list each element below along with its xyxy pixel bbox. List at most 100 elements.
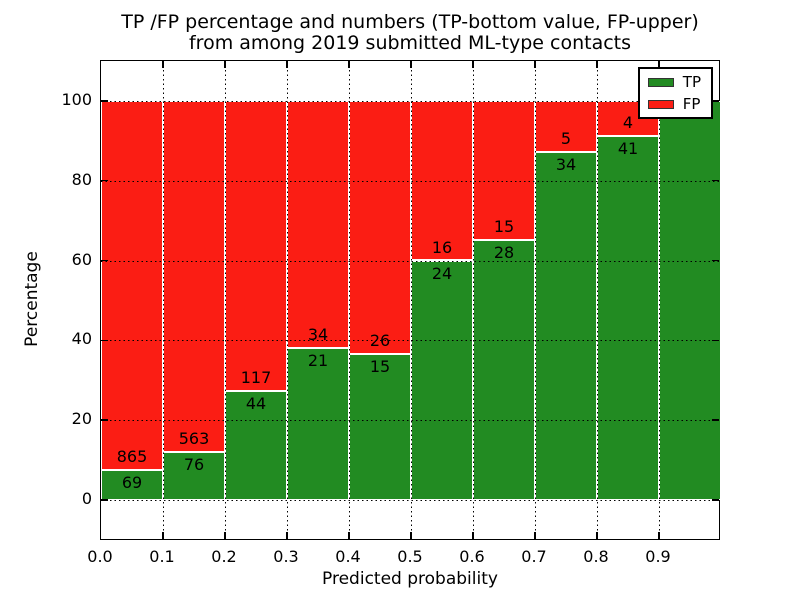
y-tick-mark (101, 259, 108, 262)
gridline-vertical (286, 61, 288, 539)
x-tick-mark-top (472, 61, 474, 68)
y-tick-mark-right (712, 419, 719, 421)
bar-segment-tp (349, 353, 411, 500)
bar-label-fp: 26 (369, 330, 391, 350)
x-tick-label: 0.6 (459, 547, 485, 566)
bar-label-fp: 117 (240, 367, 272, 387)
x-tick-mark (658, 532, 660, 539)
bar-segment-tp (597, 136, 659, 500)
x-tick-mark (410, 532, 412, 539)
bar-label-tp: 41 (617, 139, 639, 159)
gridline-horizontal (101, 180, 719, 182)
x-tick-mark (162, 532, 164, 539)
y-axis-label: Percentage (22, 251, 42, 347)
y-tick-label: 40 (71, 329, 92, 349)
bar-label-tp: 15 (369, 356, 391, 376)
bar-segment-tp (225, 390, 287, 500)
legend-label-fp: FP (682, 95, 701, 113)
gridline-horizontal (101, 420, 719, 422)
x-tick-label: 0.8 (583, 547, 609, 566)
x-tick-label: 0.7 (521, 547, 547, 566)
y-tick-mark-right (712, 179, 719, 182)
y-tick-mark (101, 419, 108, 421)
bar-label-tp: 28 (493, 243, 515, 263)
y-tick-label: 60 (71, 249, 92, 269)
bar-label-fp: 563 (178, 429, 210, 449)
x-tick-label: 0.2 (211, 547, 237, 566)
bar-segment-fp (287, 100, 349, 348)
y-tick-label: 0 (81, 488, 92, 508)
chart-title-line2: from among 2019 submitted ML-type contac… (188, 32, 632, 54)
bar-label-fp: 4 (622, 113, 634, 133)
gridline-vertical (534, 61, 536, 539)
x-tick-label: 0.4 (335, 547, 361, 566)
gridline-horizontal (101, 499, 719, 501)
bar-segment-tp (411, 260, 473, 500)
chart-title-line1: TP /FP percentage and numbers (TP-bottom… (121, 11, 699, 33)
bar-segment-tp (535, 152, 597, 500)
x-tick-mark-top (286, 61, 288, 68)
x-tick-mark (348, 532, 350, 539)
y-tick-mark-right (712, 339, 719, 342)
x-tick-mark-top (658, 61, 660, 68)
bar-segment-tp (163, 452, 225, 500)
legend-label-tp: TP (682, 73, 701, 91)
bar-label-tp: 34 (555, 155, 577, 175)
chart-title: TP /FP percentage and numbers (TP-bottom… (100, 12, 720, 54)
bar-segment-fp (349, 100, 411, 354)
y-tick-mark-right (712, 100, 719, 102)
x-tick-mark (472, 532, 474, 539)
bar-label-fp: 865 (116, 447, 148, 467)
x-tick-label: 0.5 (397, 547, 423, 566)
x-tick-mark-top (224, 61, 226, 68)
legend-swatch-tp (647, 77, 674, 87)
gridline-vertical (162, 61, 164, 539)
x-tick-mark-top (534, 61, 536, 68)
bar-label-tp: 44 (245, 393, 267, 413)
gridline-horizontal (101, 260, 719, 262)
x-tick-mark-top (348, 61, 350, 68)
x-tick-label: 0.3 (273, 547, 299, 566)
y-tick-mark-right (712, 259, 719, 262)
x-axis-label: Predicted probability (322, 569, 498, 589)
y-tick-label: 20 (71, 409, 92, 429)
gridline-horizontal (101, 100, 719, 102)
x-tick-mark-top (410, 61, 412, 68)
bar-segment-tp (659, 100, 721, 500)
bar-label-tp: 24 (431, 263, 453, 283)
y-tick-mark (101, 179, 108, 182)
x-tick-label: 0.9 (645, 547, 671, 566)
bar-segment-tp (101, 470, 163, 500)
y-tick-mark (101, 339, 108, 342)
bar-label-fp: 15 (493, 217, 515, 237)
gridline-vertical (472, 61, 474, 539)
bar-segment-tp (473, 240, 535, 500)
bar-label-fp: 5 (560, 129, 572, 149)
bar-segment-fp (225, 100, 287, 391)
gridline-horizontal (101, 340, 719, 342)
gridline-vertical (658, 61, 660, 539)
x-tick-mark (596, 532, 598, 539)
gridline-vertical (348, 61, 350, 539)
gridline-vertical (596, 61, 598, 539)
x-tick-mark (534, 532, 536, 539)
x-tick-label: 0.0 (87, 547, 113, 566)
x-tick-mark-top (596, 61, 598, 68)
bar-segment-fp (163, 100, 225, 453)
legend: TP FP (637, 67, 713, 119)
legend-item-tp: TP (647, 73, 701, 91)
plot-area: 865695637611744342126151624152853444122 … (100, 60, 721, 540)
x-tick-label: 0.1 (149, 547, 175, 566)
bar-segment-tp (287, 347, 349, 500)
gridline-vertical (410, 61, 412, 539)
bar-label-tp: 21 (307, 350, 329, 370)
bar-label-fp: 16 (431, 237, 453, 257)
y-tick-mark (101, 100, 108, 102)
legend-swatch-fp (647, 99, 674, 109)
x-tick-mark (224, 532, 226, 539)
x-tick-mark (286, 532, 288, 539)
bar-segment-fp (473, 100, 535, 241)
y-tick-label: 80 (71, 169, 92, 189)
bar-label-tp: 76 (183, 455, 205, 475)
